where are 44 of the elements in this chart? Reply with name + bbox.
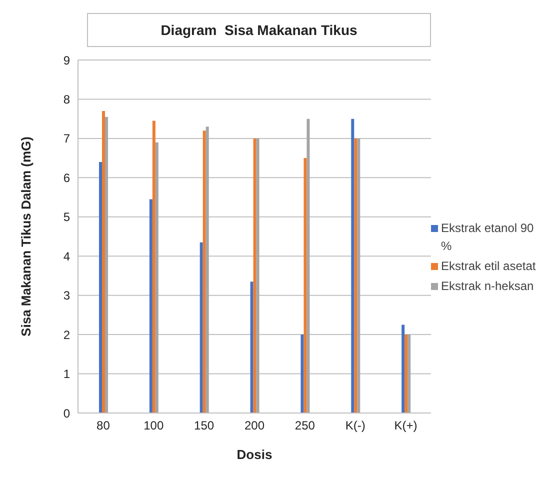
bar [105, 116, 108, 413]
bar [149, 199, 152, 413]
bar [152, 120, 156, 413]
y-tick-label: 6 [63, 170, 70, 185]
bar [306, 118, 310, 413]
x-tick-label: 100 [144, 418, 164, 433]
y-tick-label: 1 [63, 367, 70, 382]
legend-label: Ekstrak n-heksan [441, 278, 534, 295]
bar [354, 138, 358, 413]
chart-title: Diagram Sisa Makanan Tikus [87, 13, 431, 47]
bar [206, 126, 209, 413]
bar [102, 110, 105, 413]
legend-label: Ekstrak etanol 90 % [441, 220, 535, 255]
bar [155, 142, 158, 413]
y-tick-label: 7 [63, 132, 70, 146]
bar [402, 324, 405, 413]
bar [99, 162, 102, 413]
bar [256, 138, 260, 413]
legend-label: Ekstrak etil asetat [441, 258, 536, 275]
x-tick-label: 150 [194, 418, 214, 433]
bar [250, 282, 254, 413]
bar [300, 334, 304, 413]
y-tick-label: 8 [63, 92, 70, 106]
x-tick-label: 80 [96, 418, 110, 433]
bar [304, 158, 307, 413]
x-tick-label: 200 [244, 418, 265, 433]
y-tick-label: 5 [63, 210, 70, 224]
bar [253, 138, 256, 413]
x-tick-label: K(-) [345, 418, 366, 433]
bar [357, 138, 360, 413]
y-tick-label: 4 [63, 249, 70, 264]
bar [408, 334, 411, 413]
x-tick-label: K(+) [394, 418, 418, 433]
x-axis-title: Dosis [236, 447, 272, 462]
y-tick-label: 2 [63, 328, 70, 342]
bar [200, 242, 203, 413]
y-tick-label: 0 [63, 406, 70, 420]
y-tick-label: 9 [63, 53, 70, 68]
bar [202, 130, 206, 413]
bar [351, 118, 354, 413]
y-tick-label: 3 [63, 288, 70, 303]
y-axis-title: Sisa Makanan Tikus Dalam (mG) [18, 136, 34, 336]
x-tick-label: 250 [294, 418, 316, 433]
bar [404, 334, 408, 413]
